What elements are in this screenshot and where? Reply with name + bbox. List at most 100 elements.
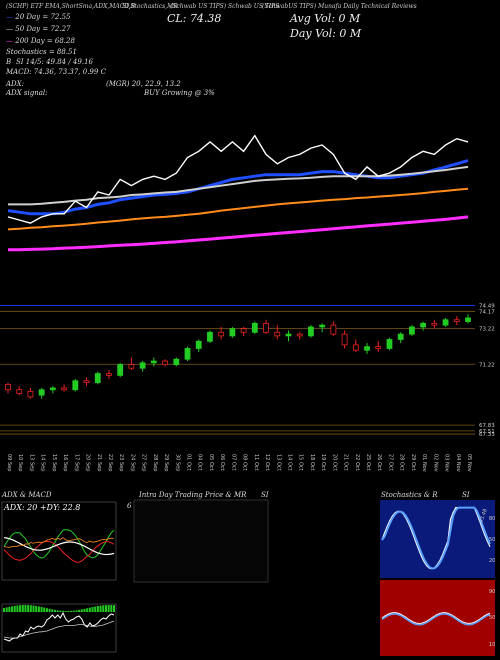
adx-signal-label: ADX signal: [6, 89, 48, 97]
x-axis-labels: 09 Sep 10 Sep 13 Sep 14 Sep 15 Sep 16 Sep 17 S… [6, 454, 472, 472]
ema50-swatch: — [6, 25, 13, 33]
macd-histogram-bar [56, 610, 59, 612]
ema20-label: 20 Day [15, 13, 41, 21]
candle-body [319, 324, 326, 328]
x-axis-label: 02 Nov [432, 454, 438, 472]
macd-histogram-bar [102, 605, 105, 612]
mr-signal-line [381, 613, 491, 626]
x-axis-label: 09 Sep [6, 454, 12, 471]
stochastics-lines [381, 506, 491, 626]
macd-histogram-bar [86, 608, 89, 612]
macd-histogram-bar [62, 610, 65, 612]
macd-histogram-bar [75, 610, 78, 612]
candle-body [431, 322, 438, 326]
stochastics-line: Stochastics = 88.51 [6, 48, 77, 56]
stoch-value-label: 93.48 [478, 508, 489, 524]
series-20-day [7, 159, 469, 216]
ema200-swatch: — [6, 37, 13, 45]
stoch-tick-20: 20 [489, 558, 495, 564]
macd-histogram-bar [40, 606, 43, 612]
adx-line [3, 537, 115, 556]
macd-histogram-bar [16, 605, 19, 612]
macd-histogram-bar [99, 605, 102, 612]
candle-body [386, 339, 393, 349]
macd-line: MACD: 74.36, 73.37, 0.99 C [6, 68, 106, 76]
macd-histogram-bar [45, 608, 48, 612]
stochastics-lower-band [380, 580, 495, 656]
candle-body [83, 380, 90, 383]
macd-histogram-bar [78, 609, 81, 612]
candle-body [330, 324, 337, 335]
x-axis-label: 23 Sep [118, 454, 124, 471]
intraday-marker: 6 [127, 502, 132, 510]
x-axis-label: 28 Sep [152, 454, 158, 471]
x-axis-label: 01 Nov [421, 454, 427, 472]
x-axis-label: 14 Oct [286, 454, 292, 471]
x-axis-label: 20 Sep [85, 454, 91, 471]
price-level-label: 74.17 [479, 309, 495, 315]
header-source: (SchwabUS TIPS) Munafa Daily Technical R… [262, 3, 417, 10]
candle-body [27, 391, 34, 398]
candle-body [375, 346, 382, 349]
macd-histogram-bar [80, 609, 83, 612]
candlestick-layer [5, 314, 471, 399]
macd-histogram-bar [94, 606, 97, 612]
candle-body [150, 360, 157, 364]
x-axis-label: 20 Oct [331, 454, 337, 471]
candle-body [409, 326, 415, 335]
x-axis-label: 13 Oct [275, 454, 281, 471]
candle-body [195, 340, 202, 349]
x-axis-label: 19 Oct [320, 454, 326, 471]
x-axis-label: 12 Oct [264, 454, 270, 471]
intraday-panel [133, 499, 269, 583]
candle-body [397, 333, 404, 340]
price-level-label: 73.22 [479, 326, 495, 332]
macd-histogram-bar [8, 606, 11, 612]
candle-body [420, 322, 427, 328]
x-axis-label: 03 Nov [444, 454, 450, 472]
macd-histogram-bar [48, 608, 51, 612]
candle-body [207, 331, 213, 342]
candle-body [218, 331, 225, 337]
candle-body [341, 333, 348, 346]
macd-histogram-bar [88, 607, 91, 612]
price-level-label: 71.22 [479, 362, 495, 368]
x-axis-label: 17 Sep [73, 454, 79, 471]
x-axis-label: 27 Oct [387, 454, 393, 471]
legend-ema20: — 20 Day = 72.55 [6, 13, 71, 21]
x-axis-label: 16 Sep [62, 454, 68, 471]
macd-histogram-bar [19, 605, 22, 612]
price-level-label: 67.51 [479, 429, 495, 435]
macd-histogram-bar [70, 610, 73, 612]
header-indicators: (SCHP) ETF EMA,ShortSma,ADX,MACD,B [6, 3, 136, 10]
candle-body [263, 322, 269, 333]
x-axis-label: 21 Oct [343, 454, 349, 471]
macd-histogram-bar [107, 605, 110, 612]
stochastics-si: SI [462, 491, 470, 499]
ema50-label: 50 Day [15, 25, 41, 33]
x-axis-label: 28 Oct [399, 454, 405, 471]
x-axis-label: 13 Sep [28, 454, 34, 471]
macd-signal-line [3, 620, 115, 639]
stoch-value: 88.51 [56, 48, 77, 56]
stoch-d-line [381, 506, 491, 570]
candle-body [184, 348, 191, 360]
stoch-tick-50: 50 [489, 537, 495, 543]
macd-histogram-bar [29, 605, 32, 612]
adx-signal-value: BUY Growing @ 3% [144, 89, 215, 97]
candle-body [442, 319, 449, 326]
stoch-tick-10: 10 [489, 642, 495, 648]
candle-body [139, 362, 146, 369]
macd-histogram-bar [59, 610, 62, 612]
candle-body [117, 364, 124, 376]
candle-body [251, 322, 258, 333]
candle-body [72, 380, 79, 391]
stoch-tick-90: 90 [489, 589, 495, 595]
ema200-value: 68.28 [54, 37, 75, 45]
x-axis-label: 22 Oct [354, 454, 360, 471]
candle-body [162, 360, 168, 366]
candle-body [453, 319, 460, 322]
mr-line [381, 612, 491, 624]
x-axis-label: 30 Sep [174, 454, 180, 471]
